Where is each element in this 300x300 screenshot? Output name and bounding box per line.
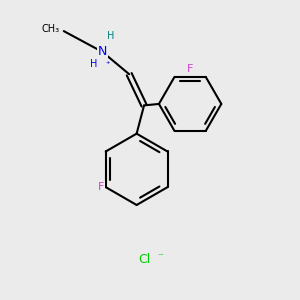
Text: Cl: Cl (138, 254, 150, 266)
Text: H: H (107, 32, 115, 41)
Text: ⁺: ⁺ (106, 60, 110, 69)
Text: F: F (187, 64, 193, 74)
Text: F: F (98, 182, 104, 192)
Text: H: H (90, 59, 98, 69)
Text: ⁻: ⁻ (158, 252, 163, 262)
Text: N: N (98, 45, 107, 58)
Text: CH₃: CH₃ (41, 24, 59, 34)
